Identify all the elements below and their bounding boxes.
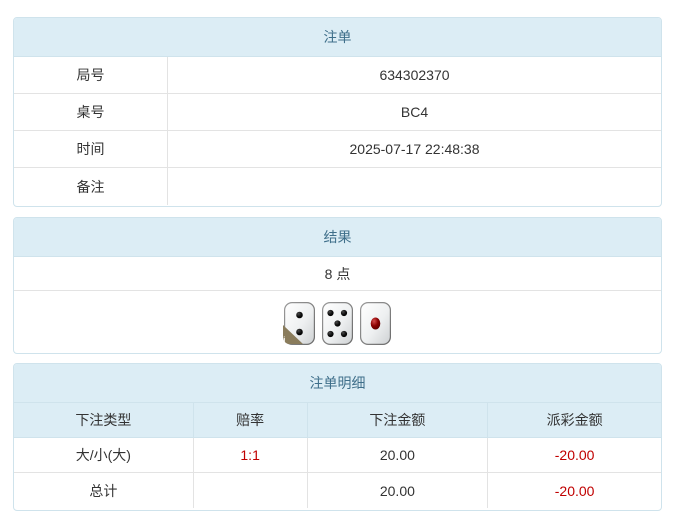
- svg-text:i: i: [283, 335, 285, 344]
